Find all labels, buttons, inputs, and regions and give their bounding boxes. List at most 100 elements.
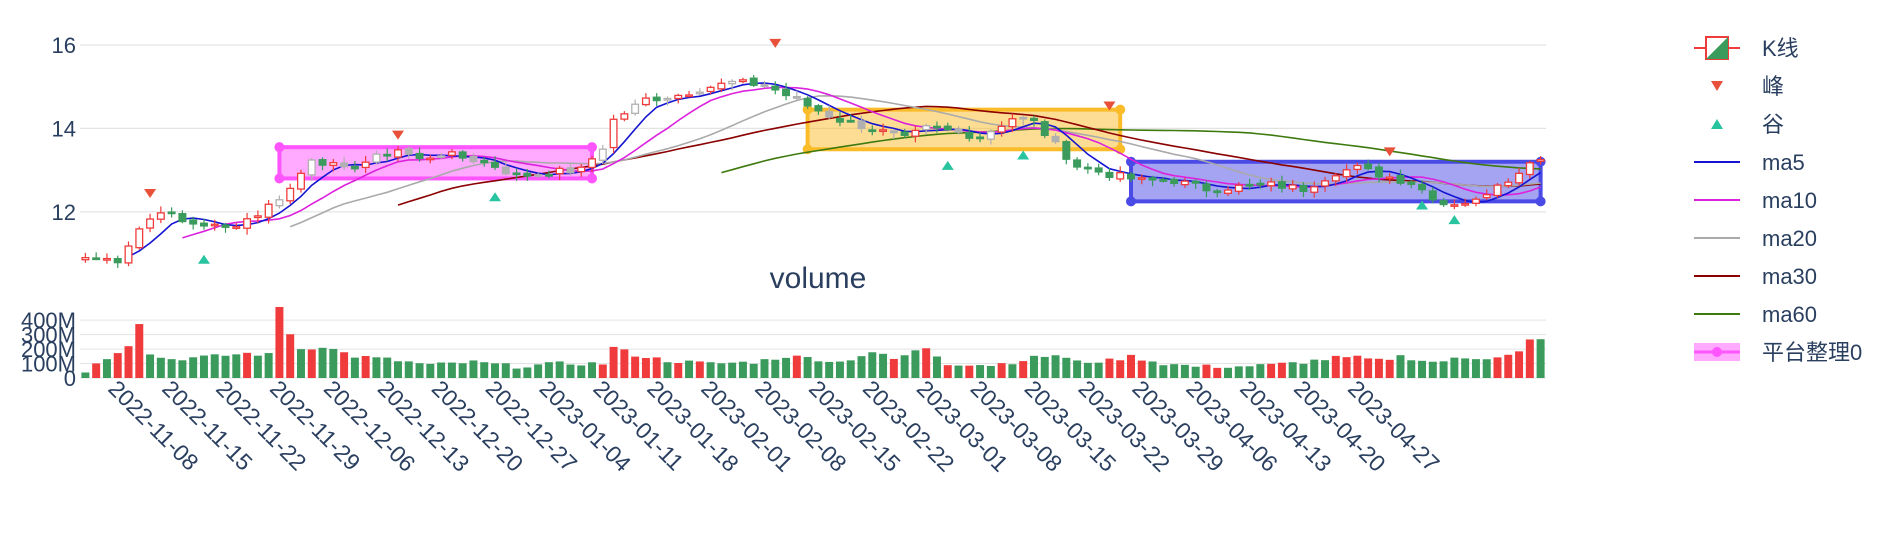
candle-body xyxy=(1407,181,1416,185)
volume-bar xyxy=(1148,361,1157,378)
candle xyxy=(1288,179,1297,192)
candle-body xyxy=(1515,172,1524,184)
volume-bar xyxy=(749,363,758,378)
volume-bar xyxy=(695,361,704,378)
legend-item-ma20[interactable]: ma20 xyxy=(1694,226,1817,251)
candle xyxy=(588,155,597,173)
candle-body xyxy=(835,117,844,123)
legend-label: ma5 xyxy=(1762,150,1805,175)
volume-bar xyxy=(803,357,812,378)
legend-item-ma60[interactable]: ma60 xyxy=(1694,302,1817,327)
volume-bar xyxy=(1062,357,1071,378)
volume-bar xyxy=(1029,355,1038,378)
candle-body xyxy=(706,86,715,93)
candle xyxy=(1062,139,1071,165)
volume-bar xyxy=(641,358,650,378)
candle-body xyxy=(1353,164,1362,171)
candle xyxy=(275,195,284,209)
candle-body xyxy=(986,130,995,140)
candle xyxy=(1418,180,1427,194)
volume-bar xyxy=(1105,358,1114,378)
volume-bar xyxy=(1310,359,1319,378)
candle-body xyxy=(1525,162,1534,176)
candle xyxy=(1461,198,1470,207)
volume-tick-label: 300M xyxy=(21,323,76,348)
candle-body xyxy=(803,98,812,107)
volume-tick-label: 0 xyxy=(64,366,76,391)
volume-bar xyxy=(167,359,176,378)
volume-bar xyxy=(469,360,478,378)
candle-body xyxy=(1471,198,1480,204)
candle xyxy=(1321,176,1330,192)
candle xyxy=(932,121,941,133)
candle-body xyxy=(1331,175,1340,182)
legend-item-ma5[interactable]: ma5 xyxy=(1694,150,1805,175)
legend-item-k[interactable]: K线 xyxy=(1694,36,1799,61)
volume-bar xyxy=(932,356,941,378)
candle-body xyxy=(329,161,338,166)
candle xyxy=(1148,175,1157,187)
volume-bar xyxy=(189,357,198,378)
legend-item-peak[interactable]: 峰 xyxy=(1711,74,1784,99)
candle xyxy=(1374,163,1383,183)
volume-bar xyxy=(954,365,963,378)
date-axis-ticks: 2022-11-082022-11-152022-11-222022-11-29… xyxy=(103,375,1444,477)
candle xyxy=(437,152,446,159)
candle-body xyxy=(1439,200,1448,206)
volume-bar xyxy=(685,360,694,378)
candle-body xyxy=(221,224,230,228)
candle xyxy=(1224,186,1232,197)
volume-bar xyxy=(771,359,780,378)
candle xyxy=(889,129,898,140)
legend-item-ma10[interactable]: ma10 xyxy=(1694,188,1817,213)
platform-corner-marker xyxy=(274,142,285,153)
candle xyxy=(1105,168,1114,181)
volume-bar xyxy=(1137,360,1146,378)
candle xyxy=(480,156,489,167)
candle-body xyxy=(566,167,575,174)
candle-body xyxy=(394,149,402,158)
candle-body xyxy=(491,162,499,168)
candle-body xyxy=(307,159,316,176)
legend-item-platform[interactable]: 平台整理0 xyxy=(1694,340,1862,365)
volume-bar xyxy=(782,357,791,378)
candle xyxy=(361,155,370,174)
volume-bar xyxy=(1536,339,1545,378)
volume-bar xyxy=(1396,355,1405,378)
volume-bar xyxy=(1374,358,1383,378)
legend-label: ma20 xyxy=(1762,226,1817,251)
candle xyxy=(544,170,553,179)
legend-label: ma60 xyxy=(1762,302,1817,327)
candle xyxy=(1310,181,1319,198)
candle-body xyxy=(1310,186,1319,193)
candle xyxy=(350,161,359,173)
volume-bar xyxy=(846,360,855,378)
candle-body xyxy=(1105,171,1114,179)
candle xyxy=(1515,167,1524,186)
candle xyxy=(146,213,155,233)
peak-marker xyxy=(1103,101,1116,111)
legend-item-valley[interactable]: 谷 xyxy=(1711,112,1784,137)
volume-bar xyxy=(1116,360,1125,378)
volume-bar xyxy=(965,365,974,378)
candle xyxy=(1170,177,1179,187)
valley-marker xyxy=(941,160,954,170)
candle-body xyxy=(1148,177,1157,181)
volume-bar xyxy=(1471,359,1480,378)
volume-bar xyxy=(1073,360,1082,378)
candle-body xyxy=(523,172,532,177)
legend-label: 平台整理0 xyxy=(1762,340,1862,365)
candle xyxy=(1073,157,1082,171)
volume-bar xyxy=(825,361,834,378)
volume-bar xyxy=(1094,362,1103,378)
candle xyxy=(447,148,456,160)
candle-body xyxy=(1127,173,1135,180)
peak-marker xyxy=(144,189,157,199)
legend-item-ma30[interactable]: ma30 xyxy=(1694,264,1817,289)
legend-label: ma30 xyxy=(1762,264,1817,289)
candle xyxy=(825,105,834,120)
price-tick-label: 16 xyxy=(52,33,76,58)
candle-body xyxy=(782,88,791,97)
candle xyxy=(997,121,1006,137)
candle xyxy=(307,157,316,182)
